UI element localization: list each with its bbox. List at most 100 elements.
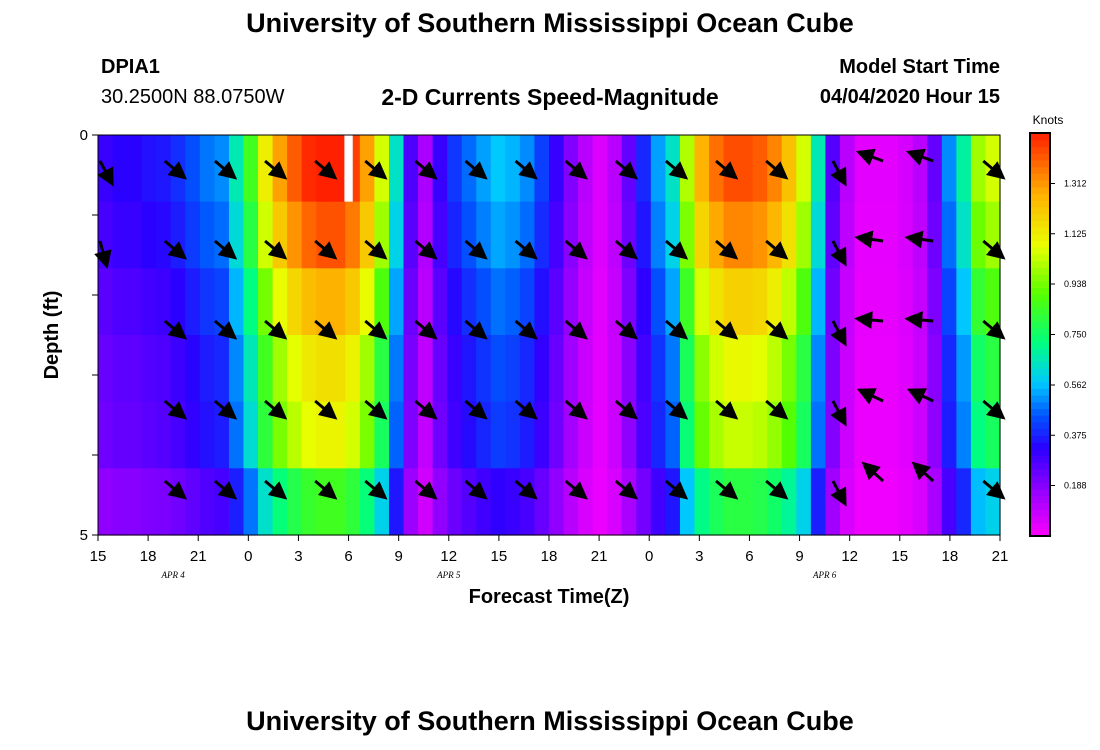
x-tick-label: 6 — [745, 548, 753, 565]
heatmap-cell — [127, 201, 143, 269]
heatmap-cell — [752, 268, 768, 336]
colorbar-segment — [1030, 441, 1050, 450]
page-title: University of Southern Mississippi Ocean… — [246, 8, 854, 38]
colorbar-segment — [1030, 361, 1050, 369]
current-vector — [264, 399, 288, 420]
heatmap-cell — [781, 201, 797, 269]
heatmap-cell — [549, 268, 565, 336]
colorbar-segment — [1030, 502, 1050, 510]
colorbar-segment — [1030, 475, 1050, 483]
heatmap-cell — [228, 401, 245, 469]
heatmap-cell — [854, 335, 870, 403]
current-vector — [765, 399, 789, 420]
heatmap-cell — [447, 135, 463, 203]
heatmap-cell — [650, 268, 666, 336]
heatmap-cell — [141, 201, 157, 269]
current-vector — [514, 159, 538, 180]
heatmap-cell — [388, 268, 405, 336]
heatmap-cell — [447, 268, 463, 336]
heatmap-cell — [927, 201, 943, 269]
heatmap-cell — [636, 268, 652, 336]
heatmap-cell — [912, 401, 928, 469]
heatmap-cell — [199, 335, 215, 403]
heatmap-cell — [869, 135, 885, 203]
current-vector — [905, 148, 934, 166]
colorbar-segment — [1030, 153, 1050, 161]
heatmap-cell — [650, 135, 666, 203]
heatmap-cell — [374, 201, 390, 269]
axes: 15 18 21 0 3 6 9 12 15 18 21 0 3 6 9 12 15 18 21 APR 4 APR 5… — [80, 127, 1009, 580]
heatmap-cell — [316, 268, 332, 336]
heatmap-cell — [447, 401, 463, 469]
current-vector — [364, 399, 388, 420]
heatmap-cell — [679, 268, 696, 336]
current-vector — [614, 399, 639, 420]
colorbar-segment — [1030, 435, 1050, 443]
colorbar-segment — [1030, 280, 1050, 289]
current-vector — [664, 239, 689, 260]
current-vector — [314, 319, 338, 340]
heatmap-cell — [796, 135, 812, 203]
heatmap-cell — [214, 268, 230, 336]
colorbar-segment — [1030, 213, 1050, 221]
heatmap-cell — [170, 201, 186, 269]
heatmap-cell — [461, 201, 477, 269]
heatmap-cell — [403, 401, 419, 469]
heatmap-cell — [781, 268, 797, 336]
heatmap-cell — [345, 335, 361, 403]
heatmap-cell — [985, 201, 1001, 269]
heatmap-cell — [185, 135, 201, 203]
x-tick-label: 15 — [90, 548, 107, 565]
current-vector — [564, 159, 588, 180]
heatmap-cell — [941, 335, 957, 403]
heatmap-cell — [854, 201, 870, 269]
heatmap-cell — [447, 335, 463, 403]
heatmap-cell — [476, 268, 492, 336]
heatmap-cell — [796, 335, 812, 403]
heatmap-cell — [403, 335, 419, 403]
colorbar-segment — [1030, 462, 1050, 470]
heatmap-cell — [199, 268, 215, 336]
heatmap-cell — [738, 201, 754, 269]
colorbar-segment — [1030, 334, 1050, 342]
current-vector — [163, 479, 188, 500]
current-vector — [614, 239, 639, 260]
current-vector — [861, 461, 885, 483]
heatmap-cell — [170, 268, 186, 336]
heatmap-cell — [665, 201, 681, 269]
heatmap-cell — [912, 268, 928, 336]
heatmap-cell — [825, 468, 841, 536]
heatmap-cell — [767, 268, 783, 336]
y-tick-label: 0 — [80, 127, 88, 144]
heatmap-cell — [563, 468, 579, 536]
colorbar-segment — [1030, 253, 1050, 262]
heatmap-cell — [839, 468, 856, 536]
current-vector — [414, 399, 438, 420]
heatmap-cell — [272, 268, 288, 336]
heatmap-cell — [330, 135, 346, 203]
heatmap-cell — [898, 201, 914, 269]
heatmap-cell — [374, 468, 390, 536]
heatmap-cell — [883, 268, 899, 336]
x-tick-label: 15 — [491, 548, 508, 565]
heatmap-cell — [898, 335, 914, 403]
heatmap-cell — [883, 468, 899, 536]
colorbar-segment — [1030, 488, 1050, 497]
heatmap-cell — [258, 468, 274, 536]
heatmap-cell — [810, 268, 827, 336]
heatmap-cell — [621, 201, 637, 269]
colorbar-segment — [1030, 455, 1050, 463]
heatmap-cell — [287, 135, 303, 203]
heatmap-cell — [127, 268, 143, 336]
x-tick-label: 0 — [244, 548, 252, 565]
heatmap-cell — [461, 268, 477, 336]
heatmap-cell — [869, 401, 885, 469]
heatmap-cell — [970, 335, 987, 403]
x-tick-label: 3 — [294, 548, 302, 565]
current-vector — [854, 230, 884, 249]
colorbar-segment — [1030, 287, 1050, 295]
current-vector — [314, 159, 338, 180]
colorbar-segment — [1030, 240, 1050, 248]
colorbar-segment — [1030, 260, 1050, 268]
heatmap-cell — [505, 335, 521, 403]
